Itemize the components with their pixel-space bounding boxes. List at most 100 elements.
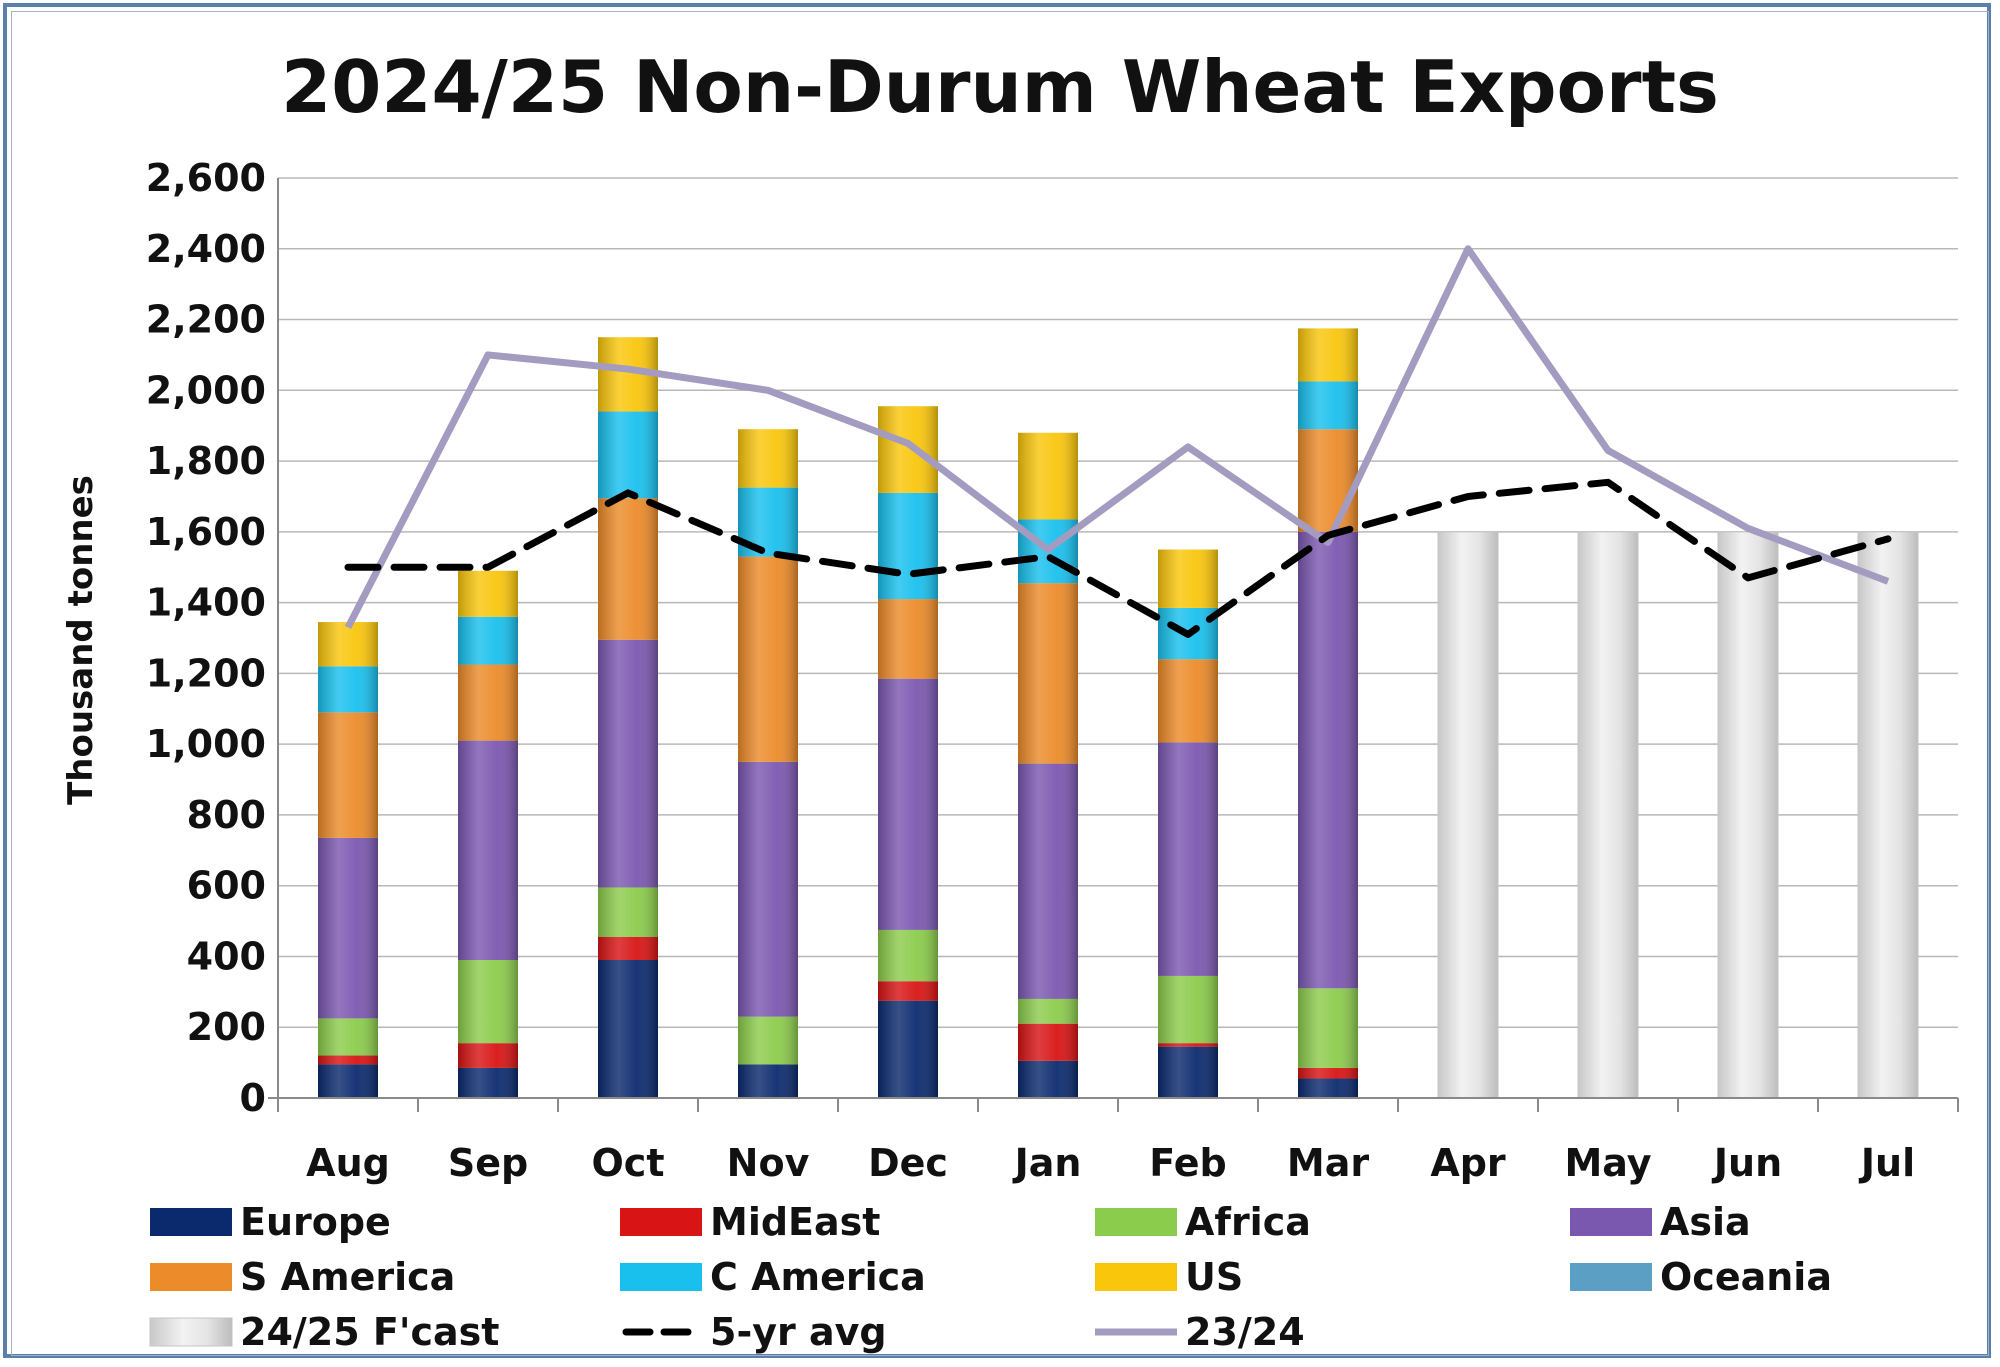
bar-shade-europe-dec: [878, 1000, 938, 1098]
bar-shade-s-america-feb: [1158, 659, 1218, 743]
y-tick-label: 1,200: [146, 651, 266, 695]
bar-shade-asia-jan: [1018, 763, 1078, 999]
bar-shade-s-america-nov: [738, 556, 798, 762]
x-tick-label-apr: Apr: [1430, 1141, 1506, 1185]
y-tick-label: 1,800: [146, 439, 266, 483]
y-tick-label: 1,400: [146, 581, 266, 625]
x-tick-label-jun: Jun: [1711, 1141, 1782, 1185]
bar-24-25-f-cast-jun: [1717, 531, 1779, 1099]
bar-24-25-f-cast-jul: [1857, 531, 1919, 1099]
bar-shade-s-america-mar: [1298, 429, 1358, 532]
bar-shade-africa-aug: [318, 1018, 378, 1056]
bar-shade-africa-nov: [738, 1016, 798, 1065]
bar-shade-africa-dec: [878, 929, 938, 982]
bar-shade-us-aug: [318, 622, 378, 667]
bar-shade-asia-mar: [1298, 531, 1358, 989]
bar-shade-africa-mar: [1298, 988, 1358, 1068]
bar-shade-africa-sep: [458, 960, 518, 1044]
bar-shade-europe-feb: [1158, 1046, 1218, 1098]
line-23-24: [344, 245, 1890, 629]
bar-shade-africa-jan: [1018, 998, 1078, 1024]
legend-label-mideast: MidEast: [710, 1200, 880, 1244]
bar-shade-s-america-sep: [458, 664, 518, 741]
x-tick-label-jan: Jan: [1012, 1141, 1082, 1185]
legend-label-24-25-f-cast: 24/25 F'cast: [240, 1310, 499, 1354]
x-tick-label-jul: Jul: [1858, 1141, 1915, 1185]
x-tick-label-dec: Dec: [868, 1141, 948, 1185]
gridlines: [278, 177, 1958, 1028]
chart-title: 2024/25 Non-Durum Wheat Exports: [281, 45, 1719, 129]
bar-series: [318, 328, 1919, 1099]
bar-shade-europe-oct: [598, 960, 658, 1098]
bar-shade-c-america-dec: [878, 492, 938, 600]
line-series: [344, 245, 1892, 638]
bar-shade-us-jan: [1018, 432, 1078, 520]
legend-label-asia: Asia: [1660, 1200, 1751, 1244]
y-tick-label: 0: [240, 1076, 266, 1120]
y-tick-label: 2,600: [146, 156, 266, 200]
bar-shade-europe-nov: [738, 1064, 798, 1098]
y-tick-label: 200: [187, 1005, 266, 1049]
legend-label-us: US: [1185, 1255, 1243, 1299]
bar-shade-mideast-feb: [1158, 1043, 1218, 1047]
bar-shade-mideast-sep: [458, 1043, 518, 1068]
legend-label-europe: Europe: [240, 1200, 391, 1244]
x-tick-label-nov: Nov: [727, 1141, 810, 1185]
legend-swatch-africa: [1095, 1208, 1177, 1236]
x-tick-label-feb: Feb: [1149, 1141, 1226, 1185]
bar-shade-us-sep: [458, 570, 518, 617]
legend-swatch-c-america: [620, 1263, 702, 1291]
bar-24-25-f-cast-apr: [1437, 531, 1499, 1099]
x-tick-label-sep: Sep: [448, 1141, 528, 1185]
x-tick-label-aug: Aug: [306, 1141, 390, 1185]
legend-label-africa: Africa: [1185, 1200, 1311, 1244]
y-tick-label: 1,000: [146, 722, 266, 766]
legend-swatch-europe: [150, 1208, 232, 1236]
bar-shade-mideast-mar: [1298, 1067, 1358, 1079]
bar-shade-asia-oct: [598, 639, 658, 888]
bar-shade-s-america-jan: [1018, 583, 1078, 764]
legend-label-oceania: Oceania: [1660, 1255, 1832, 1299]
x-tick-label-mar: Mar: [1287, 1141, 1369, 1185]
bar-shade-us-feb: [1158, 549, 1218, 608]
legend-label-23-24: 23/24: [1185, 1310, 1305, 1354]
legend-label-s-america: S America: [240, 1255, 455, 1299]
y-tick-label: 800: [187, 793, 266, 837]
legend-swatch-oceania: [1570, 1263, 1652, 1291]
line-5-yr-avg: [344, 478, 1892, 638]
legend-swatch-24-25-f-cast: [149, 1317, 233, 1347]
bar-shade-europe-sep: [458, 1067, 518, 1098]
bar-shade-us-mar: [1298, 328, 1358, 382]
bar-shade-us-dec: [878, 406, 938, 493]
bar-shade-c-america-aug: [318, 666, 378, 713]
bar-shade-us-nov: [738, 429, 798, 488]
bar-shade-s-america-aug: [318, 712, 378, 838]
bar-shade-c-america-mar: [1298, 381, 1358, 430]
legend-swatch-asia: [1570, 1208, 1652, 1236]
y-tick-label: 2,000: [146, 368, 266, 412]
bar-shade-mideast-oct: [598, 937, 658, 960]
bar-shade-europe-mar: [1298, 1078, 1358, 1098]
bar-shade-s-america-oct: [598, 498, 658, 640]
y-tick-label: 1,600: [146, 510, 266, 554]
axes: [268, 178, 1959, 1112]
bar-shade-asia-nov: [738, 761, 798, 1017]
legend-swatch-s-america: [150, 1263, 232, 1291]
y-tick-label: 2,400: [146, 227, 266, 271]
bar-shade-s-america-dec: [878, 599, 938, 679]
bar-shade-asia-dec: [878, 678, 938, 930]
legend-label-5-yr-avg: 5-yr avg: [710, 1310, 887, 1354]
bar-shade-mideast-aug: [318, 1055, 378, 1065]
x-tick-labels: Aug Sep Oct Nov Dec Jan Feb Mar Apr May Jun Jul: [306, 1141, 1915, 1185]
bar-shade-c-america-oct: [598, 411, 658, 499]
y-axis-label: Thousand tonnes: [61, 475, 101, 805]
legend: Europe MidEast Africa Asia S America C Americ…: [149, 1200, 1832, 1354]
bar-24-25-f-cast-may: [1577, 531, 1639, 1099]
y-tick-label: 2,200: [146, 298, 266, 342]
x-tick-label-may: May: [1564, 1141, 1651, 1185]
legend-swatch-us: [1095, 1263, 1177, 1291]
y-tick-label: 600: [187, 864, 266, 908]
legend-label-c-america: C America: [710, 1255, 926, 1299]
bar-shade-mideast-dec: [878, 981, 938, 1001]
bar-shade-mideast-jan: [1018, 1023, 1078, 1061]
